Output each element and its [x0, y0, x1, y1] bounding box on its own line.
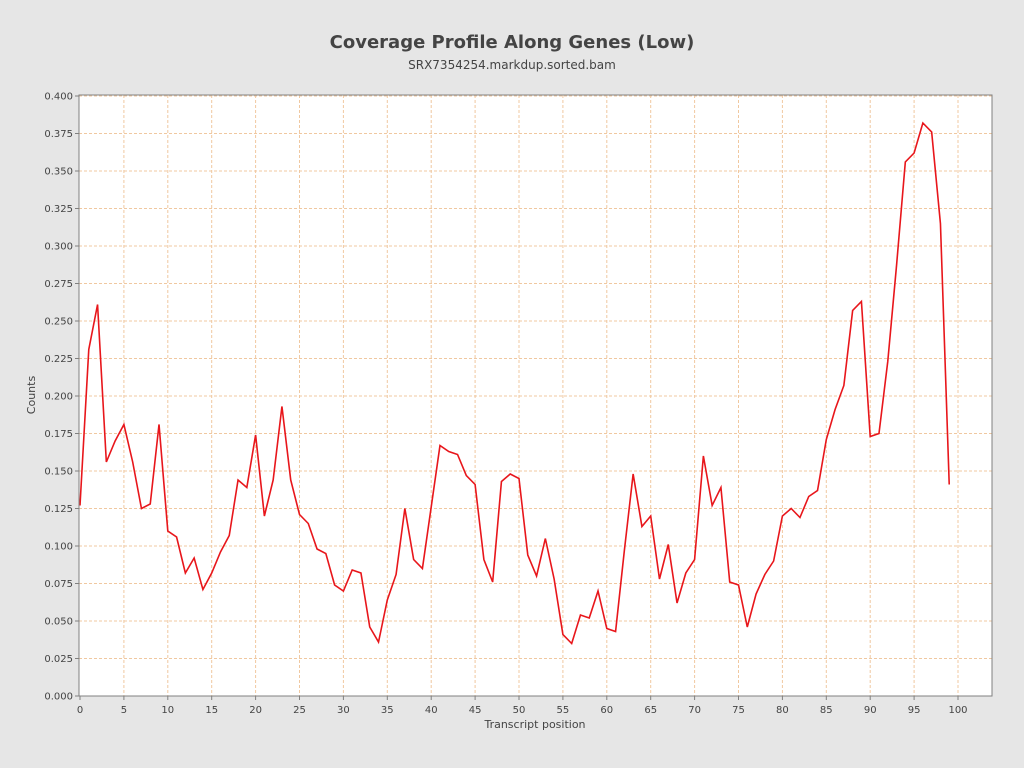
y-tick-label: 0.275 — [44, 279, 73, 290]
grid-layer — [79, 95, 992, 696]
y-tick-label: 0.300 — [44, 242, 73, 253]
y-tick-label: 0.350 — [44, 167, 73, 178]
x-tick-label: 15 — [205, 705, 218, 716]
y-tick-label: 0.150 — [44, 467, 73, 478]
x-tick-label: 30 — [337, 705, 350, 716]
x-tick-label: 35 — [381, 705, 394, 716]
x-tick-label: 65 — [644, 705, 657, 716]
y-tick-label: 0.225 — [44, 354, 73, 365]
y-tick-label: 0.125 — [44, 504, 73, 515]
x-tick-label: 95 — [908, 705, 921, 716]
series-layer — [79, 121, 951, 646]
x-tick-label: 55 — [557, 705, 570, 716]
x-tick-label: 60 — [600, 705, 613, 716]
y-tick-label: 0.000 — [44, 692, 73, 703]
x-tick-label: 25 — [293, 705, 306, 716]
y-tick-label: 0.100 — [44, 542, 73, 553]
x-tick-label: 45 — [469, 705, 482, 716]
y-tick-label: 0.075 — [44, 579, 73, 590]
y-tick-label: 0.200 — [44, 392, 73, 403]
y-tick-label: 0.050 — [44, 617, 73, 628]
x-tick-label: 90 — [864, 705, 877, 716]
axis-layer: 0.000 0.025 0.050 0.075 0.100 0.125 0.150 0.175… — [44, 92, 967, 717]
x-tick-label: 50 — [513, 705, 526, 716]
x-axis-label: Transcript position — [483, 718, 585, 731]
y-tick-label: 0.375 — [44, 129, 73, 140]
chart-subtitle: SRX7354254.markdup.sorted.bam — [408, 58, 616, 72]
y-tick-label: 0.325 — [44, 204, 73, 215]
x-tick-label: 5 — [121, 705, 127, 716]
y-axis-label: Counts — [25, 376, 38, 415]
x-tick-label: 70 — [688, 705, 701, 716]
y-tick-label: 0.025 — [44, 654, 73, 665]
x-tick-label: 40 — [425, 705, 438, 716]
x-tick-label: 85 — [820, 705, 833, 716]
x-tick-label: 75 — [732, 705, 745, 716]
chart-title: Coverage Profile Along Genes (Low) — [330, 32, 695, 53]
x-tick-label: 0 — [77, 705, 83, 716]
y-tick-label: 0.250 — [44, 317, 73, 328]
y-tick-label: 0.400 — [44, 92, 73, 103]
y-tick-label: 0.175 — [44, 429, 73, 440]
coverage-series-line — [79, 121, 951, 646]
x-tick-label: 10 — [161, 705, 174, 716]
x-tick-label: 100 — [948, 705, 967, 716]
x-tick-label: 20 — [249, 705, 262, 716]
x-tick-label: 80 — [776, 705, 789, 716]
